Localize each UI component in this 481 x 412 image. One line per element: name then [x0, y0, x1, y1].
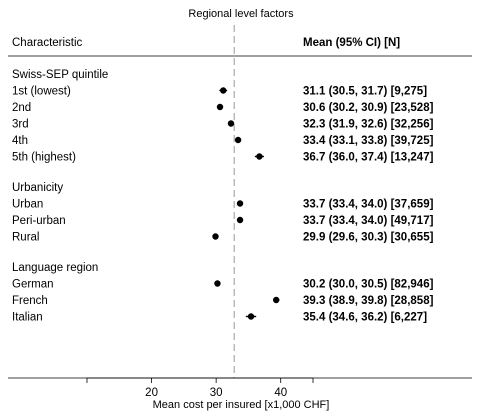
row-estimate-text: 36.7 (36.0, 37.4) [13,247] — [303, 152, 434, 164]
mean-point — [216, 103, 224, 111]
row-estimate-text: 32.3 (31.9, 32.6) [32,256] — [303, 119, 434, 131]
row-label: Urban — [12, 199, 43, 211]
mean-point — [236, 200, 244, 207]
characteristic-header: Characteristic — [12, 37, 83, 49]
row-estimate-text: 33.7 (33.4, 34.0) [49,717] — [303, 215, 434, 227]
mean-point — [214, 280, 221, 287]
mean-point — [256, 153, 263, 160]
group-heading: Swiss-SEP quintile — [12, 69, 108, 81]
row-estimate-text: 30.6 (30.2, 30.9) [23,528] — [303, 102, 434, 114]
row-label: German — [12, 279, 54, 291]
row-estimate-text: 35.4 (34.6, 36.2) [6,227] — [303, 312, 427, 324]
mean-point — [227, 120, 235, 127]
row-label: 1st (lowest) — [12, 86, 71, 98]
row-label: Peri-urban — [12, 215, 66, 227]
row-estimate-text: 39.3 (38.9, 39.8) [28,858] — [303, 295, 434, 307]
row-label: Rural — [12, 232, 39, 244]
group-heading: Language region — [12, 262, 98, 274]
group-heading: Urbanicity — [12, 182, 63, 194]
row-estimate-text: 33.4 (33.1, 33.8) [39,725] — [303, 135, 434, 147]
row-estimate-text: 29.9 (29.6, 30.3) [30,655] — [303, 232, 434, 244]
x-tick-label: 20 — [145, 387, 158, 399]
x-tick-label: 40 — [274, 387, 287, 399]
x-axis-label: Mean cost per insured [x1,000 CHF] — [153, 399, 330, 411]
mean-point — [236, 216, 244, 224]
row-label: 2nd — [12, 102, 31, 114]
row-estimate-text: 31.1 (30.5, 31.7) [9,275] — [303, 86, 427, 98]
row-label: 5th (highest) — [12, 152, 76, 164]
row-estimate-text: 30.2 (30.0, 30.5) [82,946] — [303, 279, 434, 291]
mean-point — [220, 87, 227, 94]
points-layer — [212, 87, 280, 320]
x-axis: 20 30 40 — [86, 378, 314, 399]
rows-layer: Swiss-SEP quintile 1st (lowest) 31.1 (30.5… — [12, 69, 434, 324]
row-label: 3rd — [12, 119, 29, 131]
mean-point — [272, 296, 280, 304]
mean-point — [212, 233, 219, 240]
row-label: Italian — [12, 312, 43, 324]
x-tick-label: 30 — [210, 387, 223, 399]
mean-point — [234, 136, 242, 144]
chart-title: Regional level factors — [188, 8, 294, 20]
row-label: French — [12, 295, 48, 307]
row-estimate-text: 33.7 (33.4, 34.0) [37,659] — [303, 199, 434, 211]
estimate-header: Mean (95% CI) [N] — [303, 37, 400, 49]
row-label: 4th — [12, 135, 28, 147]
mean-point — [247, 313, 255, 320]
